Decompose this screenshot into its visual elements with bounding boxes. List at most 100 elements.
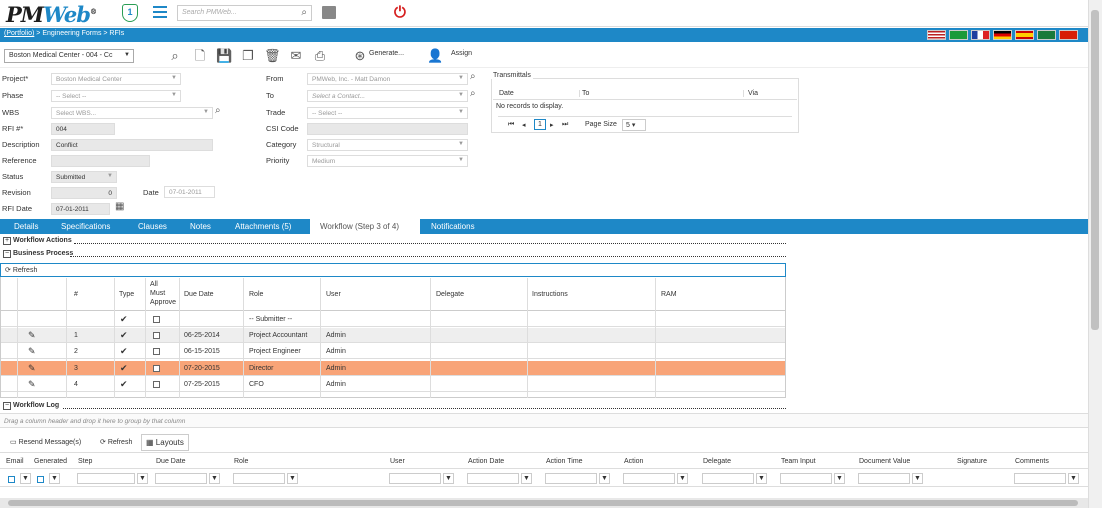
log-col-email[interactable]: Email	[6, 458, 24, 465]
tab-clauses[interactable]: Clauses	[138, 222, 167, 231]
all-must-approve-checkbox[interactable]	[153, 348, 160, 355]
log-col-action-time[interactable]: Action Time	[546, 458, 583, 465]
generated-filter-checkbox[interactable]	[37, 476, 44, 483]
log-col-comments[interactable]: Comments	[1015, 458, 1049, 465]
flag-france-icon[interactable]	[971, 30, 990, 40]
flag-us-icon[interactable]	[927, 30, 946, 40]
filter-icon[interactable]: ▼	[756, 473, 767, 484]
role-filter-input[interactable]	[233, 473, 285, 484]
edit-pencil-icon[interactable]: ✎	[28, 363, 36, 373]
first-page-icon[interactable]: ⏮	[508, 121, 515, 128]
flag-china-icon[interactable]	[1059, 30, 1078, 40]
print-icon[interactable]: ⎙	[314, 48, 326, 63]
assign-user-icon[interactable]: 👤	[427, 48, 444, 63]
tab-notifications[interactable]: Notifications	[431, 222, 475, 231]
action-filter-input[interactable]	[623, 473, 675, 484]
tab-notes[interactable]: Notes	[190, 222, 211, 231]
layouts-button[interactable]: ▦ Layouts	[141, 434, 189, 451]
all-must-approve-checkbox[interactable]	[153, 365, 160, 372]
to-select[interactable]: Select a Contact... ▼	[307, 90, 468, 102]
user-filter-input[interactable]	[389, 473, 441, 484]
filter-icon[interactable]: ▼	[834, 473, 845, 484]
bp-refresh-button[interactable]: ⟳ Refresh	[0, 263, 786, 277]
next-page-icon[interactable]: ▸	[550, 122, 554, 129]
document-value-filter-input[interactable]	[858, 473, 910, 484]
power-icon[interactable]: ⏻	[394, 4, 406, 21]
tab-attachments[interactable]: Attachments (5)	[235, 222, 292, 231]
resend-message-button[interactable]: ▭ Resend Message(s)	[10, 439, 82, 446]
action-date-filter-input[interactable]	[467, 473, 519, 484]
menu-icon[interactable]	[153, 6, 167, 19]
edit-pencil-icon[interactable]: ✎	[28, 330, 36, 340]
step-filter-input[interactable]	[77, 473, 135, 484]
log-col-role[interactable]: Role	[234, 458, 249, 465]
col-delegate[interactable]: Delegate	[436, 291, 465, 298]
all-must-approve-checkbox[interactable]	[153, 316, 160, 323]
edit-pencil-icon[interactable]: ✎	[28, 346, 36, 356]
flag-saudi-icon[interactable]	[1037, 30, 1056, 40]
log-refresh-button[interactable]: ⟳ Refresh	[100, 439, 133, 446]
rfi-date-field[interactable]: 07-01-2011	[51, 203, 110, 215]
phase-select[interactable]: -- Select -- ▼	[51, 90, 181, 102]
flag-brazil-icon[interactable]	[949, 30, 968, 40]
group-by-hint[interactable]: Drag a column header and drop it here to…	[0, 413, 1088, 428]
business-process-header[interactable]: − Business Process	[3, 250, 74, 258]
search-input[interactable]: Search PMWeb... ⌕	[177, 5, 312, 21]
media-icon[interactable]	[322, 6, 336, 19]
filter-icon[interactable]: ▼	[209, 473, 220, 484]
log-col-action-date[interactable]: Action Date	[468, 458, 505, 465]
status-select[interactable]: Submitted ▼	[51, 171, 117, 183]
search-record-icon[interactable]: ⌕	[171, 48, 179, 63]
log-col-action[interactable]: Action	[624, 458, 644, 465]
priority-select[interactable]: Medium ▼	[307, 155, 468, 167]
date-field[interactable]: 07-01-2011	[164, 186, 215, 198]
col-type[interactable]: Type	[119, 291, 135, 298]
last-page-icon[interactable]: ⏭	[562, 121, 569, 128]
search-icon[interactable]: ⌕	[301, 7, 307, 18]
filter-icon[interactable]: ▼	[49, 473, 60, 484]
tab-details[interactable]: Details	[14, 222, 39, 231]
breadcrumb-portfolio-link[interactable]: (Portfolio)	[4, 30, 35, 37]
collapse-icon[interactable]: −	[3, 250, 11, 258]
action-time-filter-input[interactable]	[545, 473, 597, 484]
log-col-delegate[interactable]: Delegate	[703, 458, 732, 465]
log-col-step[interactable]: Step	[78, 458, 93, 465]
prev-page-icon[interactable]: ◂	[522, 122, 526, 129]
trade-select[interactable]: -- Select -- ▼	[307, 107, 468, 119]
save-icon[interactable]: 💾	[216, 48, 233, 63]
filter-icon[interactable]: ▼	[20, 473, 31, 484]
col-instructions[interactable]: Instructions	[532, 291, 568, 298]
expand-icon[interactable]: +	[3, 237, 11, 245]
table-row[interactable]: ✎ 1 ✔ 06-25-2014 Project Accountant Admi…	[1, 328, 785, 343]
log-col-team-input[interactable]: Team Input	[781, 458, 816, 465]
csi-code-field[interactable]	[307, 123, 468, 135]
table-row-selected[interactable]: ✎ 3 ✔ 07-20-2015 Director Admin	[1, 361, 785, 376]
edit-pencil-icon[interactable]: ✎	[28, 379, 36, 389]
flag-spain-icon[interactable]	[1015, 30, 1034, 40]
all-must-approve-checkbox[interactable]	[153, 332, 160, 339]
email-icon[interactable]: ✉	[290, 48, 302, 63]
calendar-icon[interactable]: ▦	[115, 201, 125, 212]
email-filter-checkbox[interactable]	[8, 476, 15, 483]
to-search-icon[interactable]: ⌕	[470, 88, 476, 99]
log-col-generated[interactable]: Generated	[34, 458, 68, 465]
horizontal-scrollbar-thumb[interactable]	[8, 500, 1078, 506]
assign-button[interactable]: Assign	[451, 50, 473, 57]
filter-icon[interactable]: ▼	[1068, 473, 1079, 484]
log-col-signature[interactable]: Signature	[957, 458, 987, 465]
scrollbar-thumb[interactable]	[1091, 10, 1099, 330]
filter-icon[interactable]: ▼	[443, 473, 454, 484]
filter-icon[interactable]: ▼	[137, 473, 148, 484]
project-select[interactable]: Boston Medical Center ▼	[51, 73, 181, 85]
table-row[interactable]: ✎ 4 ✔ 07-25-2015 CFO Admin	[1, 377, 785, 392]
filter-icon[interactable]: ▼	[287, 473, 298, 484]
col-all-must-approve[interactable]: All Must Approve	[150, 281, 177, 306]
generate-icon[interactable]: ⊛	[354, 48, 366, 63]
delete-icon[interactable]: 🗑	[264, 48, 281, 63]
flag-germany-icon[interactable]	[993, 30, 1012, 40]
transmittals-col-via[interactable]: Via	[743, 90, 758, 97]
page-number[interactable]: 1	[534, 119, 546, 130]
transmittals-col-to[interactable]: To	[579, 90, 589, 97]
col-role[interactable]: Role	[249, 291, 264, 298]
filter-icon[interactable]: ▼	[677, 473, 688, 484]
